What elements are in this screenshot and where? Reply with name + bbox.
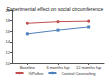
svg-text:14: 14 (6, 39, 11, 44)
svg-text:Experimental effect on social: Experimental effect on social circumfere… (7, 6, 104, 12)
svg-text:Control Counseling: Control Counseling (61, 71, 95, 76)
svg-text:6 months fup: 6 months fup (46, 65, 70, 70)
svg-text:10: 10 (6, 61, 11, 66)
svg-text:12: 12 (6, 50, 11, 55)
svg-text:IVPollee: IVPollee (29, 71, 45, 76)
svg-text:16: 16 (6, 29, 11, 34)
svg-text:12 months fup: 12 months fup (76, 65, 102, 70)
svg-text:Baseline: Baseline (20, 65, 36, 70)
svg-text:18: 18 (6, 18, 11, 23)
